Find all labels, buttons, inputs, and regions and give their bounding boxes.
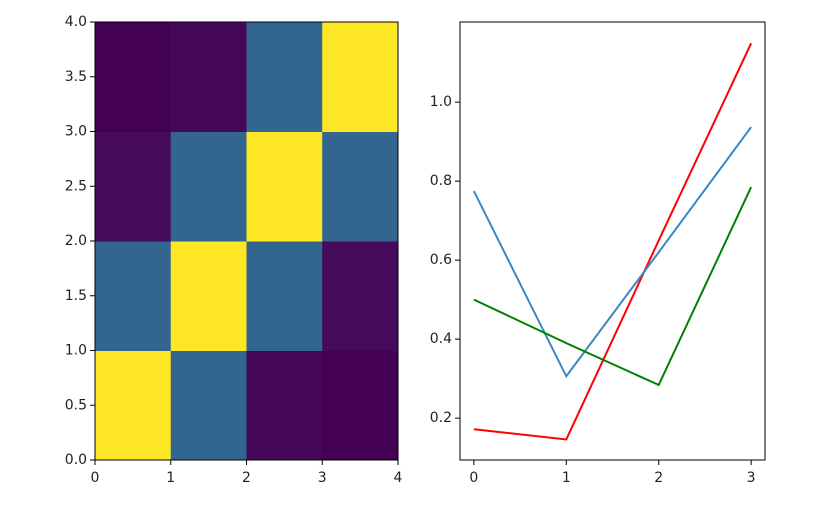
heatmap-cell xyxy=(246,241,323,351)
line-series xyxy=(473,42,753,441)
y-tick-label: 3.5 xyxy=(65,69,87,85)
x-tick-label: 2 xyxy=(242,470,251,486)
heatmap-cell xyxy=(246,22,323,132)
x-tick-label: 4 xyxy=(394,470,403,486)
heatmap-cell xyxy=(170,131,247,242)
x-tick-label: 0 xyxy=(469,470,478,486)
line-series xyxy=(472,126,752,379)
heatmap-cell xyxy=(322,131,399,242)
x-tick-label: 2 xyxy=(654,470,663,486)
x-tick-label: 3 xyxy=(318,470,327,486)
heatmap-cell xyxy=(246,131,323,242)
heatmap-cell xyxy=(322,241,399,351)
y-tick-label: 0.2 xyxy=(430,410,452,426)
heatmap-cell xyxy=(170,22,247,132)
y-tick-label: 0.0 xyxy=(65,452,87,468)
y-tick-label: 0.6 xyxy=(430,252,452,268)
y-tick-label: 0.8 xyxy=(430,173,452,189)
x-tick-label: 3 xyxy=(747,470,756,486)
heatmap-cell xyxy=(322,22,399,132)
x-tick-label: 1 xyxy=(166,470,175,486)
y-tick-label: 0.4 xyxy=(430,331,452,347)
y-tick-label: 1.0 xyxy=(65,343,87,359)
heatmap-cell xyxy=(95,241,172,351)
y-tick-label: 2.0 xyxy=(65,233,87,249)
axes-frame xyxy=(459,21,766,461)
y-tick-label: 2.5 xyxy=(65,178,87,194)
heatmap-cell xyxy=(95,22,172,132)
heatmap-cell xyxy=(95,131,172,242)
y-tick-label: 1.0 xyxy=(430,94,452,110)
y-tick-label: 3.0 xyxy=(65,124,87,140)
y-tick-label: 0.5 xyxy=(65,397,87,413)
heatmap-cell xyxy=(246,350,323,461)
line-series xyxy=(473,186,753,387)
x-tick-label: 1 xyxy=(562,470,571,486)
y-tick-label: 1.5 xyxy=(65,288,87,304)
axes-frame xyxy=(94,21,399,461)
y-tick-label: 4.0 xyxy=(65,14,87,30)
heatmap-cell xyxy=(322,350,399,461)
heatmap-cell xyxy=(170,241,247,351)
heatmap-cell xyxy=(95,350,172,461)
x-tick-label: 0 xyxy=(91,470,100,486)
heatmap-cell xyxy=(170,350,247,461)
